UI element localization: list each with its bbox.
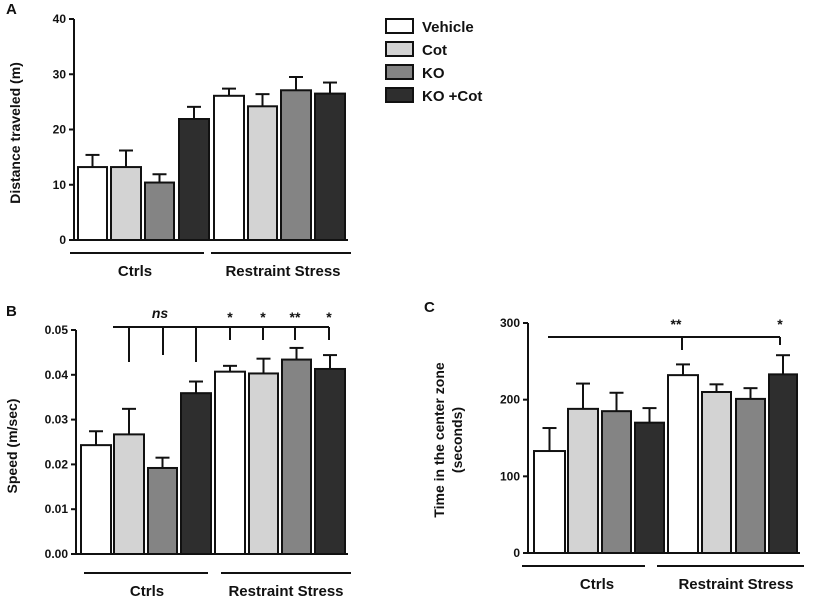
y-tick-label-b-5: 0.05	[45, 323, 69, 337]
y-tick-label-c-2: 200	[500, 393, 520, 407]
y-tick-label-b-1: 0.01	[45, 502, 69, 516]
group-label-c-stress: Restraint Stress	[678, 576, 793, 593]
y-tick-label-b-0: 0.00	[45, 547, 69, 561]
bar-b-4	[214, 370, 246, 555]
y-tick-label-a-4: 40	[53, 12, 67, 26]
y-tick-label-b-3: 0.03	[45, 413, 69, 427]
group-label-a-ctrls: Ctrls	[118, 263, 152, 280]
y-tick-label-a-3: 30	[53, 67, 67, 81]
y-tick-label-b-2: 0.02	[45, 457, 69, 471]
bar-b-5	[248, 372, 279, 555]
bar-c-6	[735, 397, 766, 554]
sig-b-4: *	[326, 309, 332, 325]
group-label-b-ctrls: Ctrls	[130, 583, 164, 600]
y-tick-label-a-1: 10	[53, 178, 67, 192]
sig-brackets-b	[113, 326, 330, 362]
bar-b-1	[113, 433, 145, 555]
y-tick-label-c-0: 0	[513, 546, 520, 560]
group-label-b-stress: Restraint Stress	[228, 583, 343, 600]
bar-c-0	[533, 450, 566, 554]
legend-label-ko-cot: KO +Cot	[422, 88, 482, 105]
sig-b-1: *	[227, 309, 233, 325]
bar-a-3	[178, 118, 210, 241]
sig-c-2: *	[777, 316, 783, 332]
bar-a-6	[280, 89, 312, 241]
panel-letter-b: B	[6, 303, 17, 320]
bar-b-7	[314, 367, 346, 556]
legend-label-ko: KO	[422, 65, 445, 82]
bar-c-1	[567, 407, 599, 554]
y-tick-label-b-4: 0.04	[45, 368, 69, 382]
legend-label-cot: Cot	[422, 42, 447, 59]
bar-b-2	[147, 466, 178, 556]
legend: Vehicle Cot KO KO +Cot	[385, 18, 482, 105]
bar-b-6	[281, 358, 312, 555]
bar-a-5	[247, 105, 278, 241]
y-tick-label-c-1: 100	[500, 469, 520, 483]
bar-a-4	[213, 94, 245, 241]
legend-swatch-ko-cot	[385, 87, 414, 103]
panel-letter-c: C	[424, 299, 435, 316]
y-tick-label-a-2: 20	[53, 123, 67, 137]
sig-c-1: **	[671, 316, 682, 332]
y-axis-title-b: Speed (m/sec)	[4, 399, 20, 494]
bar-a-2	[144, 181, 175, 241]
legend-swatch-vehicle	[385, 18, 414, 34]
panel-letter-a: A	[6, 1, 17, 18]
bar-c-7	[768, 373, 798, 554]
y-tick-label-c-3: 300	[500, 316, 520, 330]
legend-label-vehicle: Vehicle	[422, 19, 474, 36]
bar-a-7	[314, 92, 346, 242]
bar-c-2	[601, 410, 632, 554]
legend-swatch-cot	[385, 41, 414, 57]
sig-b-2: *	[260, 309, 266, 325]
bar-c-4	[667, 374, 699, 554]
y-axis-title-c-line1: Time in the center zone	[431, 362, 447, 518]
bar-c-3	[634, 421, 665, 554]
sig-b-3: **	[290, 309, 301, 325]
bar-b-3	[180, 392, 212, 555]
group-label-a-stress: Restraint Stress	[225, 263, 340, 280]
group-label-c-ctrls: Ctrls	[580, 576, 614, 593]
sig-brackets-c	[548, 336, 781, 350]
bar-b-0	[80, 444, 112, 555]
y-axis-title-a: Distance traveled (m)	[7, 62, 23, 204]
bar-a-0	[77, 166, 108, 242]
y-tick-label-a-0: 0	[59, 233, 66, 247]
bar-c-5	[701, 391, 732, 554]
sig-b-ns: ns	[152, 305, 169, 321]
y-axis-title-c-line2: (seconds)	[449, 407, 465, 473]
bar-a-1	[110, 166, 142, 242]
legend-swatch-ko	[385, 64, 414, 80]
